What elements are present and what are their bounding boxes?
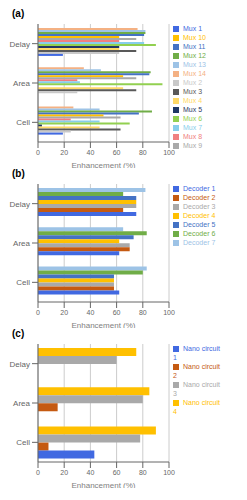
svg-text:20: 20 (60, 309, 68, 316)
svg-text:Area: Area (13, 399, 30, 408)
html-text:Nano circuit 1: Nano circuit 1 (173, 345, 220, 361)
html-text:Mux 1: Mux 1 (183, 25, 203, 32)
html-text:(b): (b) (12, 168, 25, 179)
svg-text:Cell: Cell (16, 438, 30, 447)
html-text:(a): (a) (12, 8, 25, 19)
svg-text:0: 0 (36, 469, 40, 476)
html-text:Mux 9: Mux 9 (183, 142, 203, 149)
html-text:Mux 4: Mux 4 (183, 97, 203, 104)
svg-text:Delay: Delay (10, 40, 30, 49)
svg-text:100: 100 (163, 469, 175, 476)
html-text:Mux 7: Mux 7 (183, 124, 203, 131)
html-text:Nano circuit 2: Nano circuit 2 (173, 363, 220, 379)
html-text:Mux 12: Mux 12 (183, 52, 206, 59)
svg-text:80: 80 (139, 469, 147, 476)
svg-text:Cell: Cell (16, 118, 30, 127)
svg-text:100: 100 (163, 149, 175, 156)
svg-text:0: 0 (36, 149, 40, 156)
html-text:Decoder 6: Decoder 6 (183, 230, 216, 237)
svg-text:40: 40 (87, 469, 95, 476)
html-text:Mux 10: Mux 10 (183, 34, 206, 41)
html-text:Mux 2: Mux 2 (183, 79, 203, 86)
svg-text:Area: Area (13, 239, 30, 248)
html-text:Mux 8: Mux 8 (183, 133, 203, 140)
html-text:Mux 5: Mux 5 (183, 106, 203, 113)
svg-text:80: 80 (139, 309, 147, 316)
html-text:Mux 14: Mux 14 (183, 70, 206, 77)
svg-text:80: 80 (139, 149, 147, 156)
html-text:Decoder 2: Decoder 2 (183, 194, 216, 201)
html-text:Mux 3: Mux 3 (183, 88, 203, 95)
html-text:Mux 6: Mux 6 (183, 115, 203, 122)
svg-text:60: 60 (113, 309, 121, 316)
svg-text:Enhancement (%): Enhancement (%) (71, 161, 135, 168)
svg-text:100: 100 (163, 309, 175, 316)
html-text:Mux 13: Mux 13 (183, 61, 206, 68)
html-text:Decoder 7: Decoder 7 (183, 239, 216, 246)
svg-text:Cell: Cell (16, 278, 30, 287)
svg-text:Delay: Delay (10, 360, 30, 369)
svg-text:0: 0 (36, 309, 40, 316)
html-text:Mux 11: Mux 11 (183, 43, 206, 50)
svg-text:Area: Area (13, 79, 30, 88)
svg-text:40: 40 (87, 149, 95, 156)
svg-text:20: 20 (60, 149, 68, 156)
html-text:Nano circuit 4: Nano circuit 4 (173, 399, 220, 415)
svg-text:60: 60 (113, 149, 121, 156)
svg-text:Enhancement (%): Enhancement (%) (71, 481, 135, 488)
html-text:Decoder 1: Decoder 1 (183, 185, 216, 192)
html-text:Decoder 5: Decoder 5 (183, 221, 216, 228)
svg-text:40: 40 (87, 309, 95, 316)
html-text:Decoder 3: Decoder 3 (183, 203, 216, 210)
html-text:(c): (c) (12, 328, 25, 339)
svg-text:Delay: Delay (10, 200, 30, 209)
svg-text:60: 60 (113, 469, 121, 476)
html-text:Nano circuit 3: Nano circuit 3 (173, 381, 220, 397)
html-text:Decoder 4: Decoder 4 (183, 212, 216, 219)
svg-text:Enhancement (%): Enhancement (%) (71, 321, 135, 328)
svg-text:20: 20 (60, 469, 68, 476)
